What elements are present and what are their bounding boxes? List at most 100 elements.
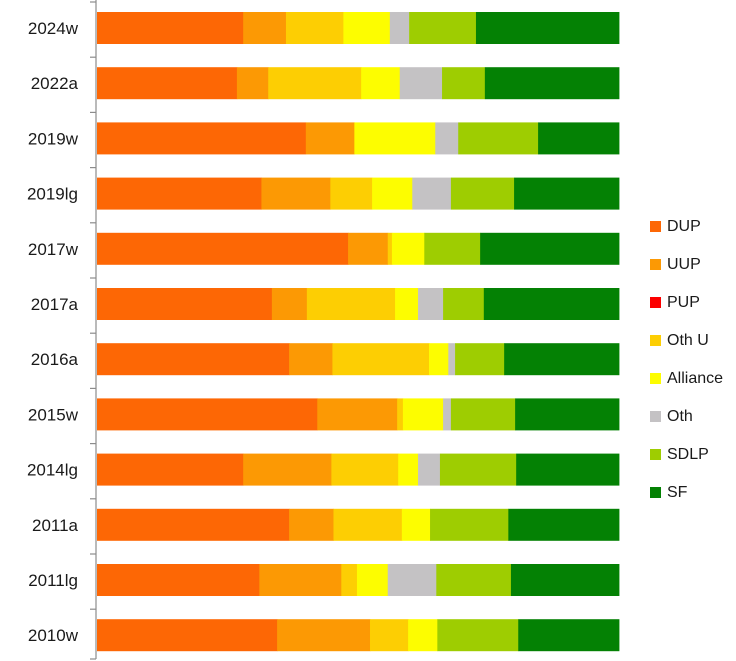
bar-row-2015w <box>97 398 620 431</box>
category-label: 2015w <box>28 405 79 424</box>
legend: DUP UUP PUP Oth U Alliance Oth SDLP SF <box>650 214 736 518</box>
bar-segment-uup <box>236 67 269 100</box>
bar-segment-oth-u <box>332 343 430 376</box>
bar-segment-uup <box>259 564 342 596</box>
bar-segment-alliance <box>408 619 438 652</box>
bar-row-2017w <box>97 232 620 265</box>
bar-segment-sf <box>480 232 620 265</box>
bar-segment-sf <box>516 453 620 486</box>
bar-segment-oth-u <box>370 619 409 652</box>
legend-label: SDLP <box>667 445 709 463</box>
bar-segment-dup <box>97 177 262 210</box>
bar-segment-alliance <box>372 177 413 210</box>
bar-segment-oth <box>399 67 443 100</box>
bar-row-2016a <box>97 343 620 376</box>
bar-row-2019lg <box>97 177 620 210</box>
bar-segment-sf <box>484 67 620 100</box>
bar-row-2022a <box>97 67 620 100</box>
legend-swatch <box>650 373 661 384</box>
bar-segment-sf <box>510 564 620 596</box>
bar-segment-dup <box>97 67 238 100</box>
bar-segment-uup <box>317 398 398 431</box>
legend-item-uup: UUP <box>650 252 736 277</box>
category-label: 2017a <box>31 295 79 314</box>
bar-segment-sdlp <box>436 564 512 596</box>
legend-item-alliance: Alliance <box>650 366 736 391</box>
bar-segment-sf <box>538 122 620 155</box>
bar-segment-alliance <box>354 122 436 155</box>
bar-segment-oth <box>387 564 437 596</box>
bar-segment-uup <box>348 232 389 265</box>
bar-segment-dup <box>97 508 290 541</box>
bar-segment-alliance <box>343 12 391 44</box>
bar-segment-sdlp <box>442 67 486 100</box>
bar-segment-alliance <box>402 398 444 431</box>
bar-segment-oth-u <box>333 508 403 541</box>
bar-segment-oth <box>435 122 459 155</box>
category-label: 2019lg <box>27 185 78 204</box>
bar-segment-sf <box>518 619 620 652</box>
category-label: 2010w <box>28 626 79 645</box>
legend-label: SF <box>667 483 688 501</box>
bar-segment-sf <box>504 343 620 376</box>
legend-swatch <box>650 221 661 232</box>
bar-segment-sdlp <box>439 453 517 486</box>
bar-segment-dup <box>97 12 244 44</box>
legend-label: DUP <box>667 217 701 235</box>
bar-segment-alliance <box>428 343 449 376</box>
bar-segment-oth <box>443 398 452 431</box>
category-label: 2011a <box>32 516 79 535</box>
legend-item-sf: SF <box>650 480 736 505</box>
bar-segment-sdlp <box>424 232 481 265</box>
category-label: 2022a <box>31 74 79 93</box>
bar-segment-uup <box>243 453 332 486</box>
bar-segment-oth-u <box>330 177 373 210</box>
bar-segment-sf <box>514 177 620 210</box>
category-label: 2019w <box>28 129 79 148</box>
bar-segment-oth <box>412 177 452 210</box>
bar-segment-alliance <box>398 453 419 486</box>
bar-segment-sf <box>508 508 620 541</box>
bars-group <box>97 12 620 652</box>
bar-segment-oth-u <box>397 398 404 431</box>
legend-swatch <box>650 259 661 270</box>
legend-item-sdlp: SDLP <box>650 442 736 467</box>
bar-segment-oth-u <box>387 232 393 265</box>
category-axis <box>90 0 97 660</box>
bar-segment-uup <box>289 508 334 541</box>
legend-swatch <box>650 297 661 308</box>
bar-segment-oth-u <box>306 288 396 320</box>
bar-segment-oth-u <box>331 453 399 486</box>
bar-segment-oth-u <box>285 12 344 44</box>
legend-label: PUP <box>667 293 700 311</box>
bar-segment-alliance <box>395 288 419 320</box>
bar-segment-sf <box>515 398 620 431</box>
legend-label: Alliance <box>667 369 724 387</box>
legend-item-oth: Oth <box>650 404 736 429</box>
category-label: 2017w <box>28 240 79 259</box>
category-label: 2014lg <box>27 461 78 480</box>
bar-segment-sdlp <box>409 12 477 44</box>
legend-item-dup: DUP <box>650 214 736 239</box>
bar-row-2011a <box>97 508 620 541</box>
legend-label: Oth U <box>667 331 709 349</box>
bar-segment-sdlp <box>437 619 519 652</box>
bar-segment-dup <box>97 453 244 486</box>
bar-segment-alliance <box>356 564 389 596</box>
bar-segment-sdlp <box>430 508 509 541</box>
legend-swatch <box>650 449 661 460</box>
bar-segment-uup <box>277 619 371 652</box>
bar-segment-oth-u <box>341 564 358 596</box>
legend-label: Oth <box>667 407 693 425</box>
bar-row-2019w <box>97 122 620 155</box>
bar-segment-dup <box>97 564 260 596</box>
bar-segment-oth <box>389 12 410 44</box>
category-label: 2011lg <box>28 571 78 590</box>
bar-segment-uup <box>243 12 287 44</box>
bar-segment-uup <box>305 122 355 155</box>
bar-segment-dup <box>97 619 278 652</box>
legend-item-oth-u: Oth U <box>650 328 736 353</box>
bar-row-2010w <box>97 619 620 652</box>
bar-segment-sdlp <box>450 398 516 431</box>
